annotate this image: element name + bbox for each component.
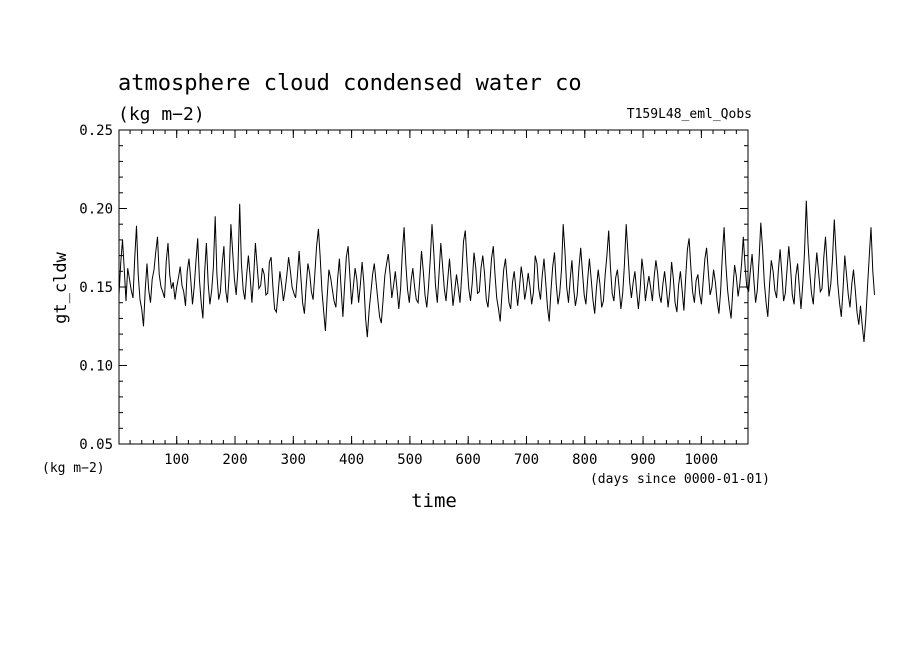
y-tick-labels: 0.05 0.10 0.15 0.20 0.25 [79,123,113,453]
run-label: T159L48_eml_Qobs [627,107,752,122]
x-tick-label: 700 [514,452,539,468]
y-axis-units: (kg m−2) [42,461,105,476]
x-tick-labels: 100 200 300 400 500 600 700 800 900 1000 [164,452,718,468]
x-tick-label: 800 [572,452,597,468]
plot-frame [118,129,749,445]
x-tick-label: 100 [164,452,189,468]
x-tick-label: 200 [222,452,247,468]
x-tick-label: 400 [339,452,364,468]
y-tick-label: 0.10 [79,359,113,375]
y-tick-label: 0.05 [79,437,113,453]
y-tick-label: 0.20 [79,202,113,218]
y-tick-label: 0.25 [79,123,113,139]
chart-title: atmosphere cloud condensed water co [118,71,582,96]
x-tick-label: 600 [456,452,481,468]
series-line [118,200,875,342]
x-tick-label: 300 [281,452,306,468]
x-tick-label: 1000 [685,452,719,468]
y-tick-label: 0.15 [79,280,113,296]
x-axis-label: time [411,490,457,512]
x-tick-label: 500 [397,452,422,468]
y-axis-label: gt_cldw [51,251,71,323]
x-tick-label: 900 [630,452,655,468]
plot-area: 100 200 300 400 500 600 700 800 900 1000 0.05 0.10… [79,123,875,468]
chart-units: (kg m−2) [118,104,205,125]
x-axis-units: (days since 0000-01-01) [590,472,770,487]
